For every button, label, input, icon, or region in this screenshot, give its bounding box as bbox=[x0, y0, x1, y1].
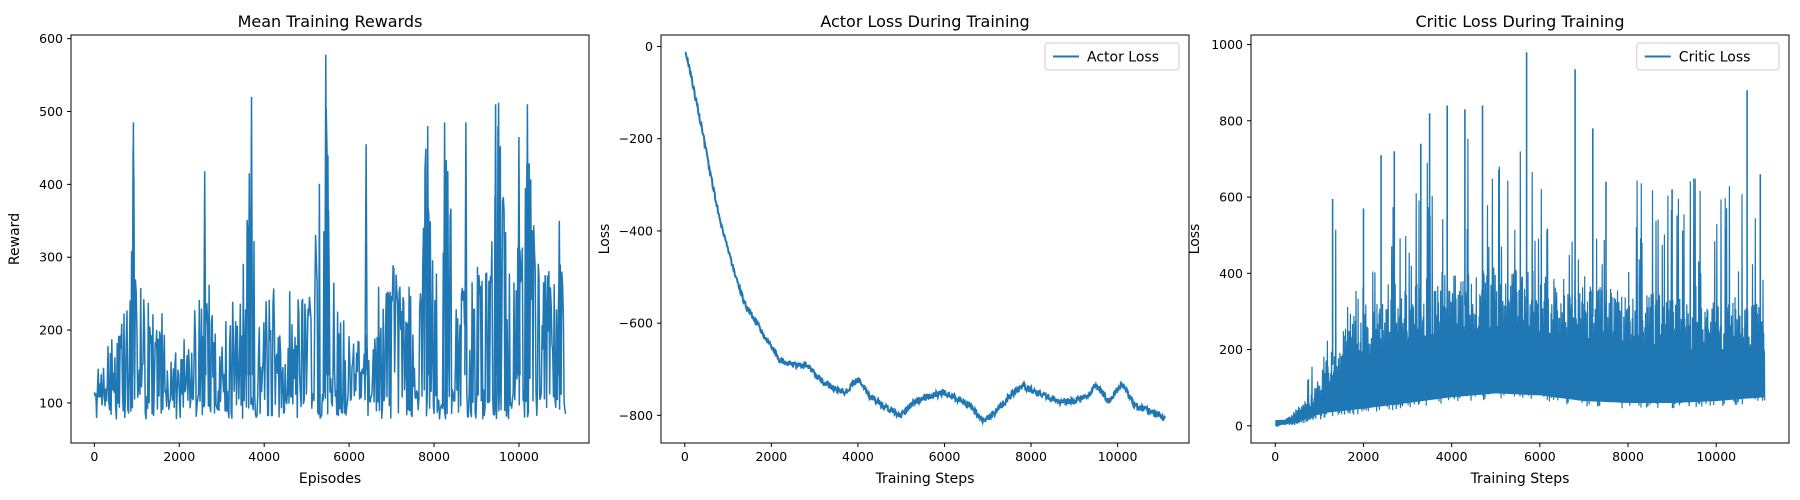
reward-spike bbox=[517, 136, 521, 376]
reward-spike bbox=[425, 126, 430, 376]
y-axis-label: Loss bbox=[1187, 224, 1203, 255]
reward-spike bbox=[557, 220, 562, 376]
x-tick-label: 2000 bbox=[1348, 449, 1380, 464]
x-tick-label: 2000 bbox=[755, 449, 787, 464]
x-tick-label: 4000 bbox=[1436, 449, 1468, 464]
reward-spike bbox=[464, 122, 468, 376]
x-tick-label: 4000 bbox=[248, 449, 280, 464]
reward-spike bbox=[326, 155, 330, 376]
x-tick-label: 10000 bbox=[1696, 449, 1736, 464]
plot-area bbox=[1274, 52, 1766, 428]
x-tick-label: 6000 bbox=[333, 449, 365, 464]
axes-frame bbox=[660, 34, 1190, 444]
y-tick-label: 800 bbox=[1219, 113, 1243, 128]
x-axis-label: Training Steps bbox=[875, 471, 975, 487]
y-tick-label: 200 bbox=[39, 323, 63, 338]
legend-box bbox=[1636, 42, 1780, 71]
x-tick-label: 8000 bbox=[1612, 449, 1644, 464]
reward-spike bbox=[323, 54, 328, 376]
y-tick-label: 0 bbox=[1235, 418, 1243, 433]
series-line bbox=[684, 51, 1167, 427]
y-tick-label: −600 bbox=[619, 316, 653, 331]
series-band bbox=[1275, 328, 1765, 426]
x-tick-label: 8000 bbox=[418, 449, 450, 464]
plot-area bbox=[684, 51, 1167, 427]
x-tick-label: 10000 bbox=[499, 449, 539, 464]
y-tick-label: 600 bbox=[39, 31, 63, 46]
x-tick-label: 2000 bbox=[163, 449, 195, 464]
legend-box bbox=[1044, 42, 1180, 71]
series-line bbox=[93, 107, 567, 420]
reward-spike bbox=[249, 96, 254, 376]
legend-label: Actor Loss bbox=[1087, 50, 1159, 66]
x-tick-label: 6000 bbox=[1524, 449, 1556, 464]
legend: Critic Loss bbox=[1636, 42, 1780, 71]
x-axis-label: Training Steps bbox=[1470, 471, 1570, 487]
critic-loss-panel: Critic Loss During Training Training Step… bbox=[1187, 12, 1790, 487]
chart-title: Actor Loss During Training bbox=[820, 12, 1029, 31]
y-axis-label: Loss bbox=[597, 224, 613, 255]
y-tick-label: −800 bbox=[619, 408, 653, 423]
plot-area bbox=[93, 54, 567, 420]
y-tick-label: 300 bbox=[39, 250, 63, 265]
x-tick-label: 0 bbox=[90, 449, 98, 464]
x-axis-label: Episodes bbox=[299, 471, 361, 487]
y-axis-label: Reward bbox=[7, 213, 23, 265]
actor-loss-panel: Actor Loss During Training Training Steps… bbox=[597, 12, 1190, 487]
reward-spike bbox=[202, 171, 207, 376]
rewards-panel: Mean Training Rewards Episodes Reward 0 2000… bbox=[7, 12, 590, 487]
chart-title: Critic Loss During Training bbox=[1416, 12, 1625, 31]
reward-spike bbox=[364, 144, 368, 376]
x-tick-label: 0 bbox=[681, 449, 689, 464]
y-tick-label: 600 bbox=[1219, 190, 1243, 205]
axes-frame bbox=[1250, 34, 1790, 444]
reward-spike bbox=[442, 122, 447, 376]
y-tick-label: 0 bbox=[645, 39, 653, 54]
y-tick-label: 200 bbox=[1219, 342, 1243, 357]
y-tick-label: 1000 bbox=[1211, 37, 1243, 52]
axes-frame bbox=[70, 34, 590, 444]
chart-title: Mean Training Rewards bbox=[238, 12, 423, 31]
y-tick-label: −200 bbox=[619, 131, 653, 146]
y-tick-label: 500 bbox=[39, 104, 63, 119]
x-tick-label: 10000 bbox=[1098, 449, 1138, 464]
x-tick-label: 0 bbox=[1271, 449, 1279, 464]
reward-spike bbox=[131, 122, 136, 376]
reward-spike bbox=[525, 104, 530, 376]
y-tick-label: −400 bbox=[619, 223, 653, 238]
x-tick-label: 6000 bbox=[929, 449, 961, 464]
legend: Actor Loss bbox=[1044, 42, 1180, 71]
y-tick-label: 400 bbox=[1219, 266, 1243, 281]
y-tick-label: 400 bbox=[39, 177, 63, 192]
reward-spike bbox=[496, 102, 501, 376]
reward-spike bbox=[493, 104, 498, 376]
x-tick-label: 8000 bbox=[1015, 449, 1047, 464]
y-tick-label: 100 bbox=[39, 395, 63, 410]
legend-label: Critic Loss bbox=[1679, 50, 1751, 66]
x-tick-label: 4000 bbox=[842, 449, 874, 464]
